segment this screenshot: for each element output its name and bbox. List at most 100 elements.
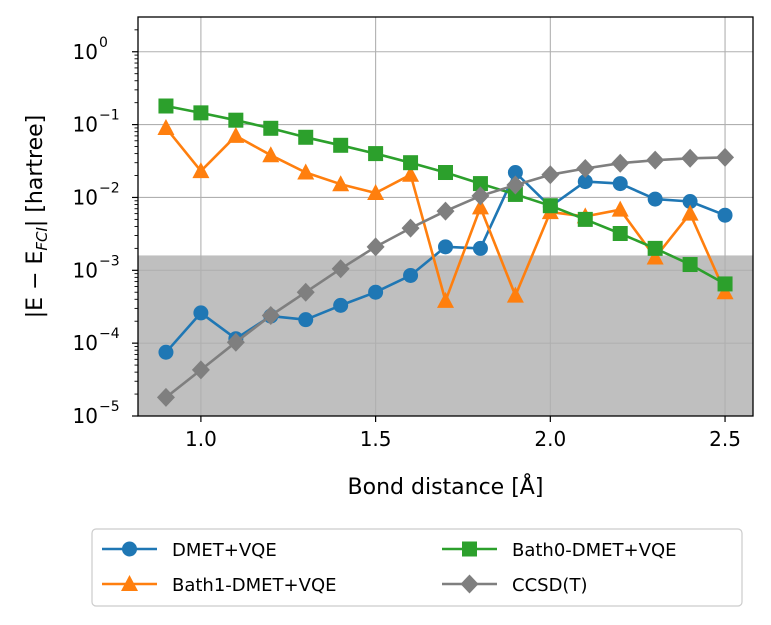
data-point	[438, 165, 453, 181]
data-point	[261, 305, 280, 325]
data-point	[332, 175, 350, 192]
y-tick-exponent: −1	[99, 108, 120, 124]
legend-label: CCSD(T)	[512, 575, 587, 596]
x-tick-label: 2.0	[534, 427, 566, 451]
legend-box	[91, 528, 743, 607]
data-point	[577, 211, 593, 227]
data-point	[612, 176, 628, 192]
data-point	[157, 118, 175, 135]
data-point	[226, 332, 245, 352]
x-axis-label: Bond distance [Å]	[348, 473, 544, 500]
plot-frame	[137, 16, 754, 417]
data-point	[717, 276, 733, 292]
data-point	[193, 305, 209, 321]
data-point	[297, 163, 315, 180]
data-point	[296, 282, 315, 302]
data-point	[437, 291, 454, 308]
y-tick-base: 10	[73, 258, 98, 282]
series-square	[158, 98, 733, 292]
data-point	[333, 137, 349, 153]
data-point	[331, 259, 350, 279]
y-axis-label-subscript: FCI	[33, 227, 51, 251]
legend-label: Bath1-DMET+VQE	[172, 575, 337, 596]
legend: DMET+VQE Bath1-DMET+VQE Bath0-DMET+VQE CCSD…	[91, 528, 743, 607]
data-point	[542, 198, 558, 214]
legend-marker	[460, 574, 479, 594]
y-tick-label: 10	[73, 113, 98, 137]
data-point	[647, 240, 663, 256]
y-tick-base: 10	[73, 404, 98, 428]
y-tick-label: 10	[73, 185, 98, 209]
data-point	[436, 201, 455, 221]
legend-label: Bath0-DMET+VQE	[512, 540, 677, 561]
data-point	[716, 147, 735, 167]
data-point	[646, 150, 665, 170]
data-point	[192, 162, 210, 179]
data-point	[191, 360, 210, 380]
data-point	[403, 155, 419, 171]
data-point	[158, 344, 174, 360]
y-tick-exponent: −3	[99, 253, 120, 269]
data-point	[506, 175, 525, 195]
legend-entry: Bath0-DMET+VQE	[442, 540, 677, 561]
data-point	[368, 146, 384, 162]
y-axis-label-main: |E − E	[23, 251, 48, 319]
y-tick-label: 10	[73, 404, 98, 428]
x-tick-label: 1.5	[360, 427, 392, 451]
data-point	[402, 165, 420, 182]
x-tick-label: 2.5	[709, 427, 741, 451]
data-point	[646, 248, 664, 265]
data-point	[228, 112, 244, 128]
y-tick-exponent: 0	[99, 35, 108, 51]
x-tick-label: 1.0	[185, 427, 217, 451]
data-point	[333, 297, 349, 313]
data-point	[472, 176, 488, 192]
data-point	[438, 239, 453, 255]
data-point	[507, 165, 523, 181]
data-point	[472, 240, 488, 256]
data-point	[298, 129, 314, 145]
data-point	[368, 284, 384, 300]
legend-marker	[121, 575, 138, 591]
data-point	[611, 200, 629, 217]
data-point	[366, 237, 385, 257]
data-point	[298, 312, 314, 328]
data-point	[681, 148, 700, 168]
y-tick-base: 10	[73, 185, 98, 209]
data-point	[471, 198, 489, 215]
data-point	[611, 153, 630, 173]
data-point	[262, 146, 280, 163]
data-point	[227, 126, 245, 143]
legend-marker	[462, 541, 477, 557]
data-point	[156, 387, 175, 407]
data-point	[682, 193, 698, 209]
y-axis-label: |E − EFCI| [hartree]	[23, 115, 51, 318]
y-tick-exponent: −5	[99, 399, 120, 415]
legend-entry: DMET+VQE	[102, 540, 277, 561]
data-point	[263, 120, 279, 136]
legend-entry: CCSD(T)	[442, 574, 587, 596]
data-point	[682, 257, 698, 273]
series-layer	[156, 98, 735, 407]
data-point	[647, 191, 663, 207]
y-tick-exponent: −2	[99, 180, 120, 196]
data-point	[577, 174, 593, 190]
data-point	[367, 184, 385, 201]
data-point	[401, 218, 420, 238]
data-point	[576, 158, 595, 178]
y-tick-label: 10	[73, 258, 98, 282]
y-tick-base: 10	[73, 331, 98, 355]
data-point	[541, 165, 560, 185]
data-point	[193, 105, 209, 121]
data-point	[612, 226, 628, 242]
y-axis-label-tail: | [hartree]	[23, 115, 48, 227]
data-point	[506, 286, 524, 303]
data-point	[717, 207, 733, 223]
y-tick-label: 10	[73, 40, 98, 64]
data-point	[681, 204, 699, 221]
legend-entry: Bath1-DMET+VQE	[102, 575, 337, 596]
y-tick-label: 10	[73, 331, 98, 355]
x-axis-ticks: 1.0 1.5 2.0 2.5	[185, 416, 741, 451]
y-tick-base: 10	[73, 113, 98, 137]
